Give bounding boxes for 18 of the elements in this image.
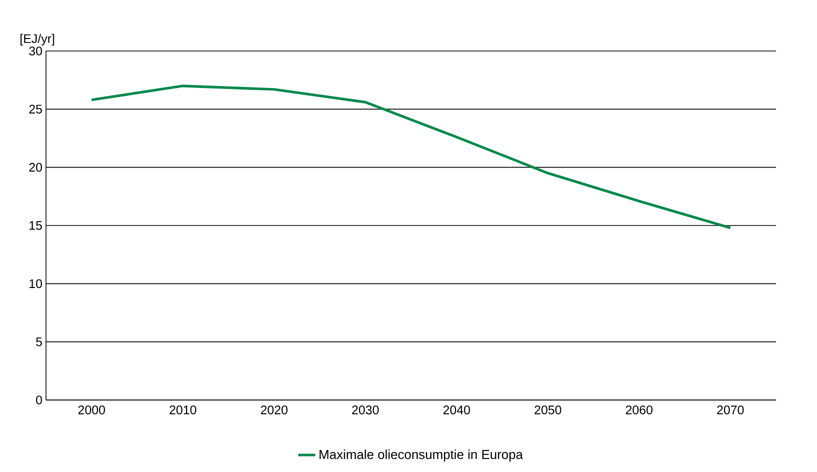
y-tick-label: 10 xyxy=(30,279,42,288)
x-tick-label: 2040 xyxy=(443,406,470,414)
y-axis-title: [EJ/yr] xyxy=(20,34,54,46)
y-tick-label: 20 xyxy=(29,162,42,172)
x-tick-label: 2000 xyxy=(78,406,105,414)
y-tick-label: 5 xyxy=(36,337,42,346)
x-tick-label: 2030 xyxy=(352,406,379,414)
legend-label: Maximale olieconsumptie in Europa xyxy=(320,450,523,462)
x-tick-label: 2020 xyxy=(260,406,288,414)
y-tick-label: 30 xyxy=(29,46,42,56)
line-series xyxy=(90,84,732,230)
y-tick-label: 15 xyxy=(30,221,42,230)
y-tick-label: 0 xyxy=(36,396,42,404)
x-tick-label: 2060 xyxy=(626,406,652,414)
x-tick-label: 2050 xyxy=(534,406,562,414)
x-tick-label: 2070 xyxy=(717,406,744,414)
y-tick-label: 25 xyxy=(29,104,42,114)
x-tick-label: 2010 xyxy=(170,406,196,414)
